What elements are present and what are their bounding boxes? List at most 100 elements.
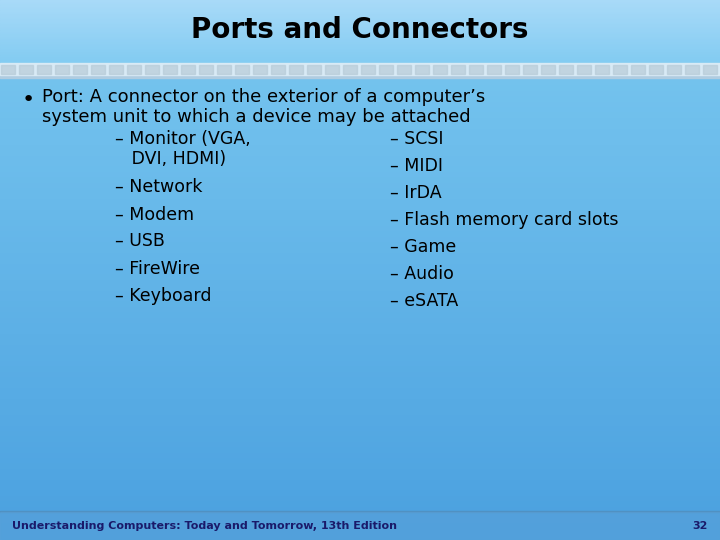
Bar	[0, 367, 720, 373]
Bar	[0, 40, 720, 43]
Bar	[0, 63, 720, 75]
Bar	[145, 65, 159, 74]
Bar	[199, 65, 213, 74]
Bar	[0, 103, 720, 108]
Bar	[0, 28, 720, 30]
Bar	[0, 3, 720, 5]
Bar	[0, 57, 720, 60]
Bar	[0, 243, 720, 248]
Bar	[0, 38, 720, 43]
Bar	[0, 60, 720, 63]
Bar	[0, 151, 720, 157]
Bar	[505, 65, 519, 74]
Bar	[0, 43, 720, 45]
Bar	[0, 427, 720, 432]
Bar	[0, 491, 720, 497]
Bar	[0, 162, 720, 167]
Text: – FireWire: – FireWire	[115, 260, 200, 278]
Text: – eSATA: – eSATA	[390, 292, 458, 310]
Bar	[0, 459, 720, 464]
Bar	[181, 65, 195, 74]
Bar	[0, 20, 720, 23]
Text: Understanding Computers: Today and Tomorrow, 13th Edition: Understanding Computers: Today and Tomor…	[12, 521, 397, 531]
Bar	[0, 356, 720, 362]
Text: – IrDA: – IrDA	[390, 184, 441, 202]
Bar	[0, 281, 720, 286]
Bar	[0, 81, 720, 86]
Bar	[0, 16, 720, 22]
Bar	[0, 70, 720, 72]
Text: DVI, HDMI): DVI, HDMI)	[115, 150, 226, 168]
Bar	[0, 470, 720, 475]
Bar	[0, 86, 720, 92]
Bar	[0, 0, 720, 5]
Bar	[0, 167, 720, 173]
Text: – Keyboard: – Keyboard	[115, 287, 212, 305]
Bar	[0, 65, 720, 70]
Bar	[0, 205, 720, 211]
Text: Ports and Connectors: Ports and Connectors	[192, 16, 528, 44]
Text: system unit to which a device may be attached: system unit to which a device may be att…	[42, 108, 471, 126]
Bar	[685, 65, 699, 74]
Bar	[703, 65, 717, 74]
Bar	[0, 254, 720, 259]
Bar	[0, 92, 720, 97]
Bar	[0, 335, 720, 340]
Text: – SCSI: – SCSI	[390, 130, 444, 148]
Bar	[595, 65, 609, 74]
Bar	[0, 52, 720, 55]
Bar	[0, 200, 720, 205]
Bar	[0, 43, 720, 49]
Bar	[0, 135, 720, 140]
Bar	[0, 421, 720, 427]
Bar	[0, 481, 720, 486]
Bar	[253, 65, 267, 74]
Bar	[1, 65, 15, 74]
Bar	[0, 15, 720, 17]
Bar	[613, 65, 627, 74]
Bar	[487, 65, 501, 74]
Bar	[19, 65, 33, 74]
Bar	[0, 48, 720, 50]
Bar	[559, 65, 573, 74]
Bar	[0, 10, 720, 12]
Bar	[0, 464, 720, 470]
Text: 32: 32	[693, 521, 708, 531]
Bar	[109, 65, 123, 74]
Bar	[0, 140, 720, 146]
Text: – Flash memory card slots: – Flash memory card slots	[390, 211, 618, 229]
Bar	[0, 194, 720, 200]
Bar	[91, 65, 105, 74]
Bar	[0, 518, 720, 524]
Bar	[127, 65, 141, 74]
Bar	[325, 65, 339, 74]
Bar	[0, 37, 720, 40]
Bar	[0, 70, 720, 76]
Bar	[0, 313, 720, 319]
Bar	[649, 65, 663, 74]
Bar	[433, 65, 447, 74]
Bar	[577, 65, 591, 74]
Bar	[0, 27, 720, 32]
Bar	[0, 216, 720, 221]
Bar	[0, 124, 720, 130]
Bar	[0, 297, 720, 302]
Bar	[55, 65, 69, 74]
Bar	[0, 23, 720, 25]
Bar	[415, 65, 429, 74]
Bar	[0, 108, 720, 113]
Bar	[343, 65, 357, 74]
Bar	[0, 275, 720, 281]
Bar	[73, 65, 87, 74]
Bar	[0, 50, 720, 52]
Bar	[0, 265, 720, 270]
Bar	[631, 65, 645, 74]
Bar	[0, 400, 720, 405]
Bar	[0, 65, 720, 68]
Bar	[0, 72, 720, 78]
Bar	[397, 65, 411, 74]
Bar	[0, 55, 720, 57]
Bar	[0, 437, 720, 443]
Text: – Game: – Game	[390, 238, 456, 256]
Bar	[163, 65, 177, 74]
